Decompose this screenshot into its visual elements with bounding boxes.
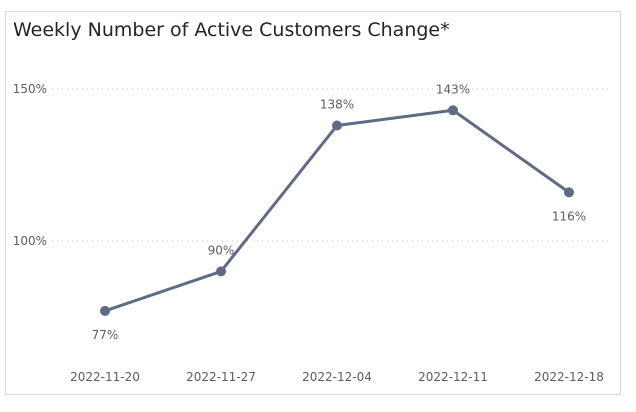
x-tick-label: 2022-12-18 <box>534 370 604 384</box>
x-tick-label: 2022-12-04 <box>302 370 372 384</box>
data-point <box>564 187 574 198</box>
data-point <box>448 105 458 116</box>
data-label: 143% <box>436 82 470 96</box>
data-label: 138% <box>320 97 354 111</box>
data-label: 116% <box>552 209 586 223</box>
data-point <box>100 305 110 316</box>
x-tick-label: 2022-12-11 <box>418 370 488 384</box>
data-point <box>216 266 226 277</box>
x-tick-label: 2022-11-27 <box>186 370 256 384</box>
chart-card <box>5 11 621 395</box>
chart-title: Weekly Number of Active Customers Change… <box>13 19 450 41</box>
y-tick-label: 150% <box>13 82 47 96</box>
series-line <box>104 108 570 313</box>
data-point <box>332 120 342 131</box>
data-label: 77% <box>92 328 119 342</box>
x-tick-label: 2022-11-20 <box>70 370 140 384</box>
y-tick-label: 100% <box>13 234 47 248</box>
data-label: 90% <box>208 243 235 257</box>
